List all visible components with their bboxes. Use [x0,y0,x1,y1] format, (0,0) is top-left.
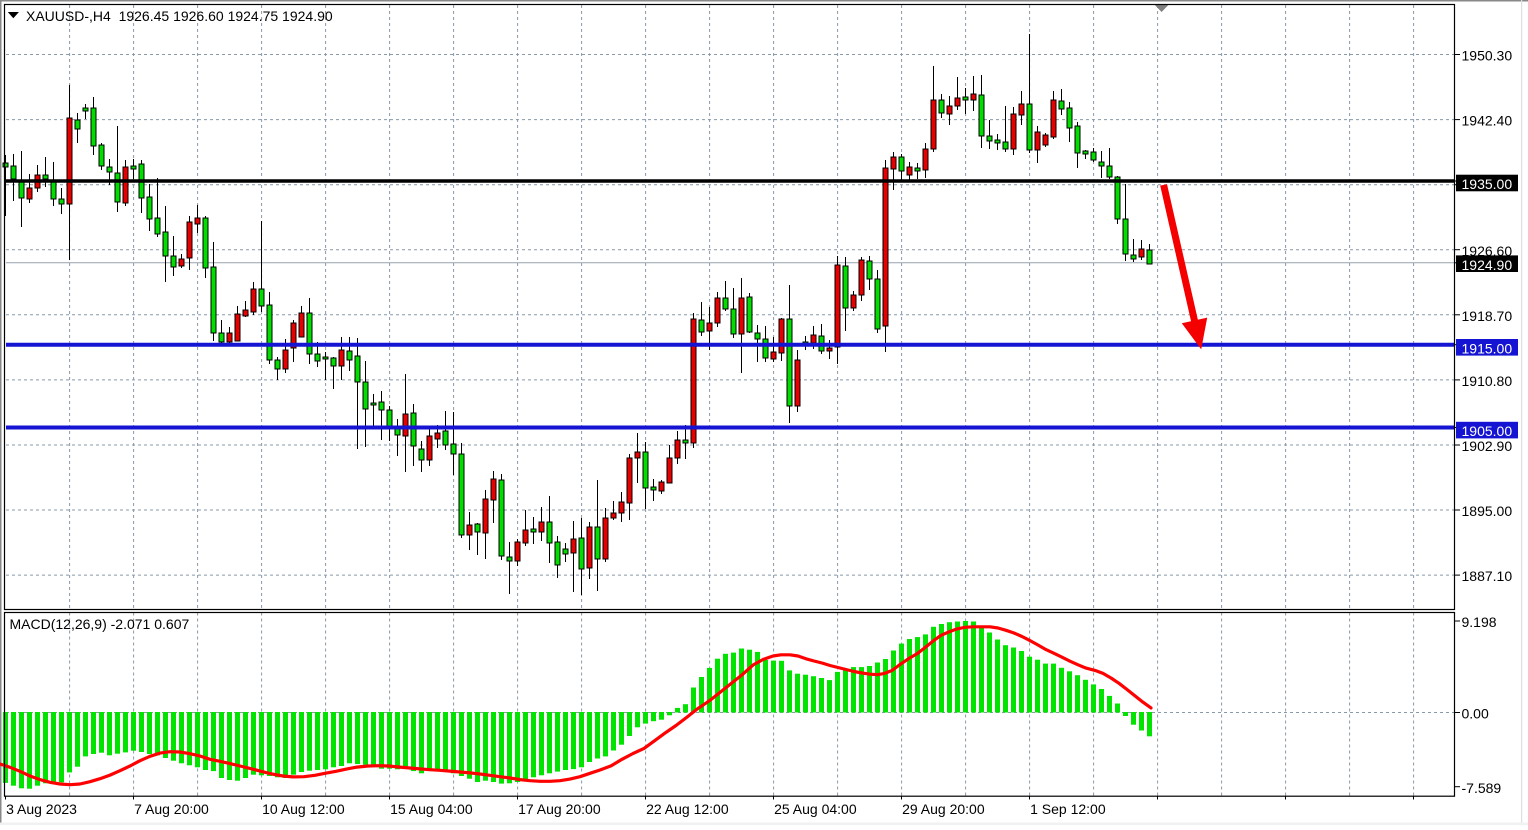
svg-text:-7.589: -7.589 [1462,780,1502,796]
svg-text:1924.90: 1924.90 [1462,257,1513,273]
svg-text:1887.10: 1887.10 [1462,568,1513,584]
svg-text:1918.70: 1918.70 [1462,308,1513,324]
svg-text:MACD(12,26,9) -2.071 0.607: MACD(12,26,9) -2.071 0.607 [10,616,190,632]
svg-text:1915.00: 1915.00 [1462,340,1513,356]
svg-text:1935.00: 1935.00 [1462,176,1513,192]
svg-text:1902.90: 1902.90 [1462,438,1513,454]
svg-text:1942.40: 1942.40 [1462,113,1513,129]
svg-text:1910.80: 1910.80 [1462,373,1513,389]
svg-text:15 Aug 04:00: 15 Aug 04:00 [390,801,473,817]
svg-text:0.00: 0.00 [1462,706,1489,722]
svg-text:25 Aug 04:00: 25 Aug 04:00 [774,801,857,817]
svg-text:1895.00: 1895.00 [1462,503,1513,519]
svg-text:29 Aug 20:00: 29 Aug 20:00 [902,801,985,817]
svg-text:1 Sep 12:00: 1 Sep 12:00 [1030,801,1106,817]
svg-text:17 Aug 20:00: 17 Aug 20:00 [518,801,601,817]
svg-text:1926.60: 1926.60 [1462,243,1513,259]
svg-text:7 Aug 20:00: 7 Aug 20:00 [134,801,209,817]
svg-text:22 Aug 12:00: 22 Aug 12:00 [646,801,729,817]
svg-text:3 Aug 2023: 3 Aug 2023 [6,801,77,817]
svg-text:XAUUSD-,H4 1926.45 1926.60 19: XAUUSD-,H4 1926.45 1926.60 1924.75 1924.… [26,8,333,24]
svg-text:1950.30: 1950.30 [1462,48,1513,64]
svg-text:1905.00: 1905.00 [1462,423,1513,439]
svg-text:10 Aug 12:00: 10 Aug 12:00 [262,801,345,817]
svg-text:9.198: 9.198 [1462,614,1497,630]
